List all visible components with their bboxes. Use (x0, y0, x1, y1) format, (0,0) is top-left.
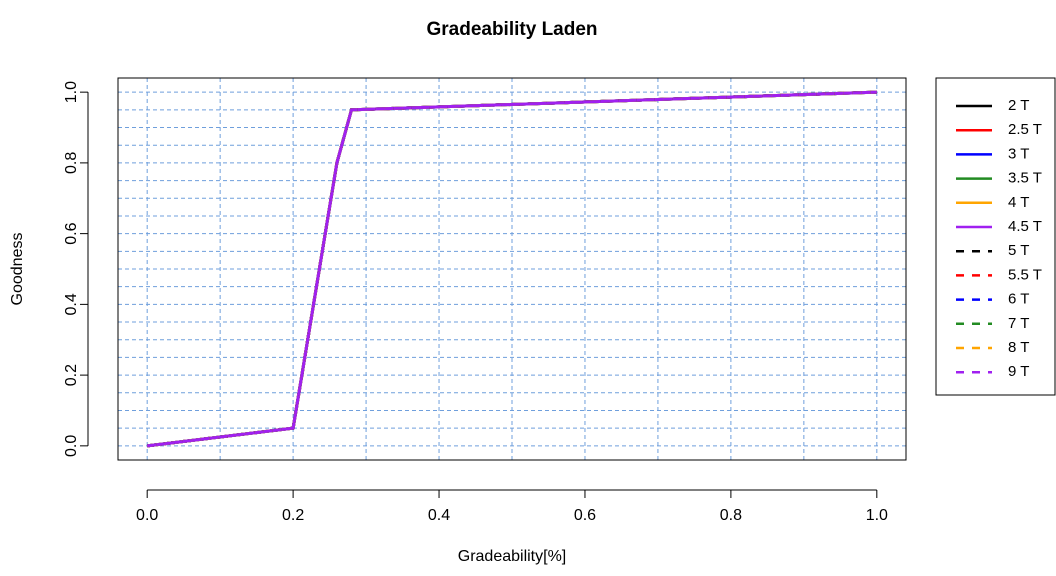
legend-text: 2 T (1008, 97, 1029, 114)
legend-box (935, 77, 1056, 396)
plot-frame (117, 77, 907, 461)
y-tick-label: 0.6 (63, 222, 80, 244)
x-tick-label: 0.8 (720, 507, 742, 524)
y-tick-label: 1.0 (63, 81, 80, 103)
legend-text: 8 T (1008, 339, 1029, 356)
x-tick-label: 0.6 (574, 507, 596, 524)
legend-text: 3.5 T (1008, 170, 1042, 187)
y-tick-label: 0.4 (63, 293, 80, 315)
legend-text: 5 T (1008, 242, 1029, 259)
x-axis-label: Gradeability[%] (458, 548, 567, 565)
legend-text: 9 T (1008, 363, 1029, 380)
legend-text: 3 T (1008, 145, 1029, 162)
line-series (147, 90, 877, 448)
x-tick-label: 0.4 (428, 507, 450, 524)
legend-text: 4.5 T (1008, 218, 1042, 235)
legend-text: 7 T (1008, 315, 1029, 332)
y-tick-label: 0.2 (63, 364, 80, 386)
x-tick-label: 0.0 (136, 507, 158, 524)
x-tick-label: 0.2 (282, 507, 304, 524)
x-tick-label: 1.0 (866, 507, 888, 524)
legend-text: 6 T (1008, 291, 1029, 308)
legend-text: 4 T (1008, 194, 1029, 211)
y-axis-label: Goodness (9, 233, 26, 306)
y-tick-label: 0.8 (63, 152, 80, 174)
chart-title: Gradeability Laden (426, 19, 597, 40)
y-tick-label: 0.0 (63, 435, 80, 457)
legend-text: 5.5 T (1008, 266, 1042, 283)
legend-text: 2.5 T (1008, 121, 1042, 138)
